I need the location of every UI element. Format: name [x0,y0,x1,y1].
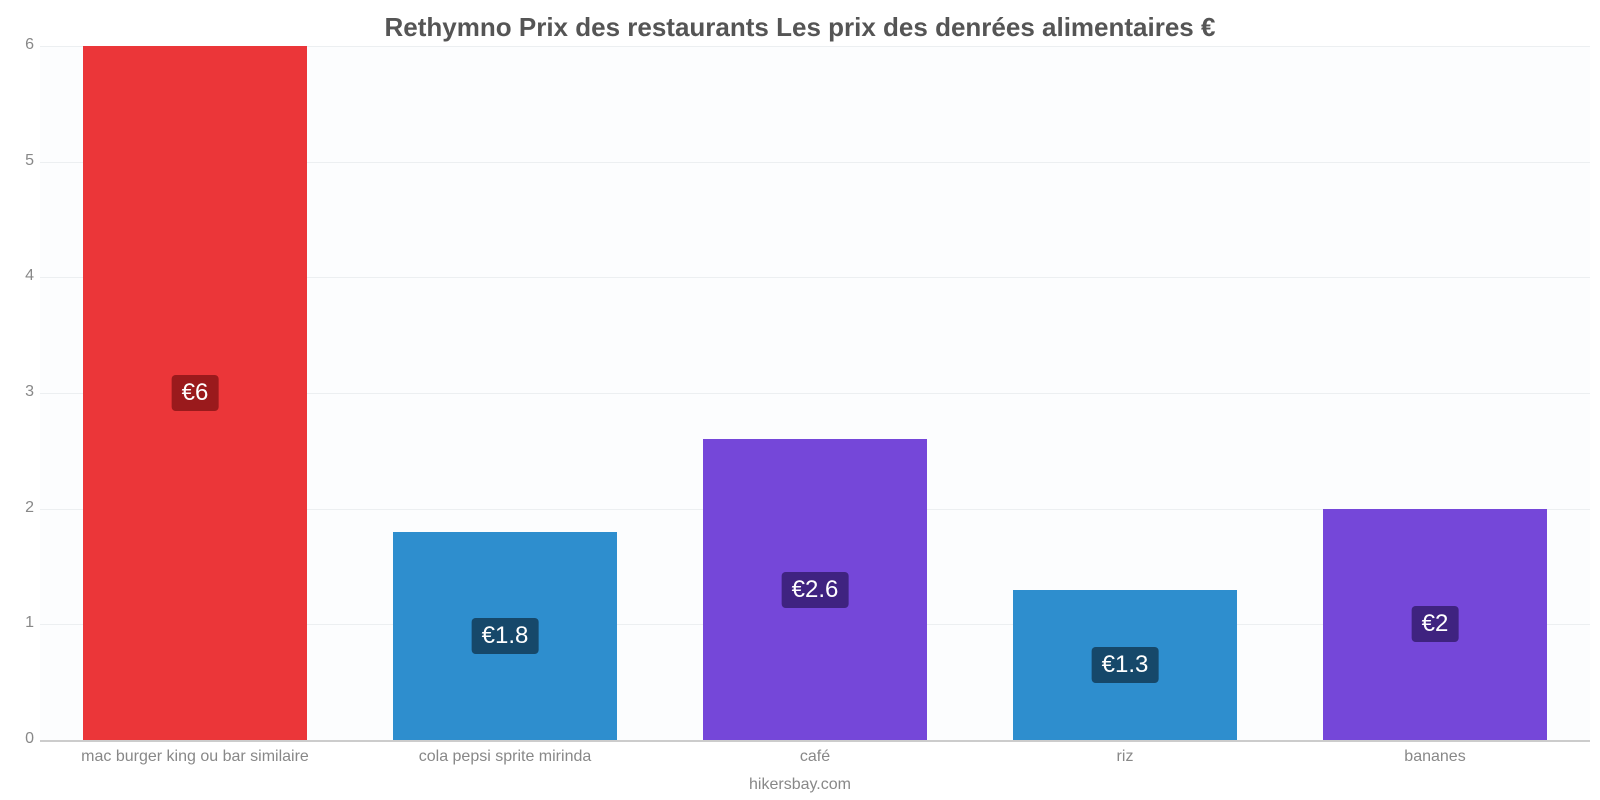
x-tick-label: bananes [1404,748,1465,766]
gridline [40,740,1590,742]
y-tick-label: 5 [4,152,34,170]
x-tick-label: riz [1117,748,1134,766]
price-bar-chart: Rethymno Prix des restaurants Les prix d… [0,0,1600,800]
y-tick-label: 6 [4,36,34,54]
y-tick-label: 1 [4,614,34,632]
chart-title: Rethymno Prix des restaurants Les prix d… [0,12,1600,43]
value-badge: €1.8 [472,618,539,654]
y-tick-label: 2 [4,499,34,517]
x-tick-label: café [800,748,830,766]
plot-area: €6 €1.8 €2.6 €1.3 €2 [40,46,1590,740]
y-tick-label: 0 [4,730,34,748]
chart-caption: hikersbay.com [0,776,1600,794]
x-tick-label: cola pepsi sprite mirinda [419,748,592,766]
value-badge: €1.3 [1092,647,1159,683]
y-tick-label: 4 [4,267,34,285]
y-tick-label: 3 [4,383,34,401]
x-tick-label: mac burger king ou bar similaire [81,748,309,766]
value-badge: €2 [1412,606,1459,642]
value-badge: €6 [172,375,219,411]
value-badge: €2.6 [782,572,849,608]
